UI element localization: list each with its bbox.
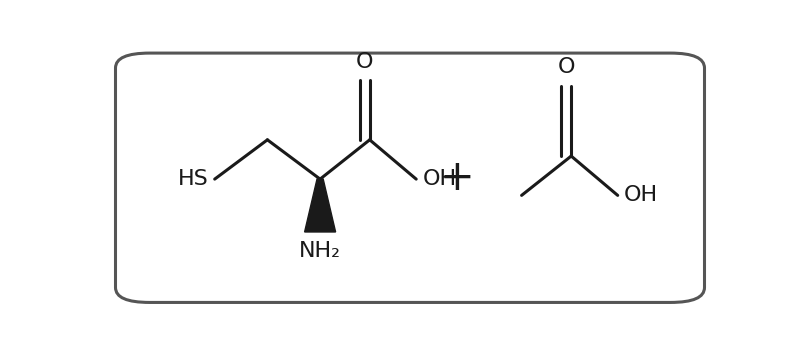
Text: O: O [356,52,374,72]
Text: +: + [439,157,474,199]
Text: NH₂: NH₂ [299,241,341,262]
Text: HS: HS [178,169,209,189]
Text: OH: OH [422,169,457,189]
Text: OH: OH [624,186,658,205]
Text: O: O [558,57,575,77]
FancyBboxPatch shape [115,53,705,302]
Polygon shape [305,179,336,232]
